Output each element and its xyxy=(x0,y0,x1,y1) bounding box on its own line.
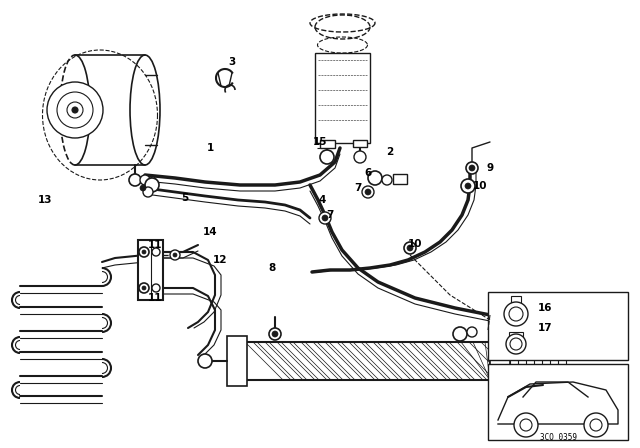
Text: 4: 4 xyxy=(318,195,326,205)
Bar xyxy=(393,174,407,184)
Text: 5: 5 xyxy=(181,193,189,203)
Bar xyxy=(353,140,367,147)
Circle shape xyxy=(170,250,180,260)
Text: 13: 13 xyxy=(38,195,52,205)
Text: 10: 10 xyxy=(473,181,487,191)
Circle shape xyxy=(139,283,149,293)
Bar xyxy=(320,140,335,148)
Text: 8: 8 xyxy=(268,263,276,273)
Circle shape xyxy=(510,338,522,350)
Circle shape xyxy=(152,248,160,256)
Circle shape xyxy=(173,253,177,257)
Circle shape xyxy=(584,413,608,437)
Circle shape xyxy=(140,185,146,191)
Circle shape xyxy=(362,186,374,198)
Circle shape xyxy=(152,284,160,292)
Circle shape xyxy=(453,327,467,341)
Circle shape xyxy=(145,178,159,192)
Circle shape xyxy=(320,150,334,164)
Circle shape xyxy=(139,247,149,257)
Text: 3CO 0359: 3CO 0359 xyxy=(540,432,577,441)
Circle shape xyxy=(368,171,382,185)
Text: 6: 6 xyxy=(364,168,372,178)
Circle shape xyxy=(150,177,156,183)
Circle shape xyxy=(198,354,212,368)
Circle shape xyxy=(354,151,366,163)
Text: 15: 15 xyxy=(313,137,327,147)
Circle shape xyxy=(72,107,78,113)
Circle shape xyxy=(514,413,538,437)
Circle shape xyxy=(590,419,602,431)
Bar xyxy=(511,296,521,304)
Text: 12: 12 xyxy=(212,255,227,265)
Text: 9: 9 xyxy=(486,163,493,173)
Circle shape xyxy=(466,162,478,174)
Circle shape xyxy=(469,165,475,171)
Circle shape xyxy=(57,92,93,128)
Circle shape xyxy=(47,82,103,138)
Bar xyxy=(227,336,247,386)
Text: 14: 14 xyxy=(203,227,218,237)
Text: 10: 10 xyxy=(408,239,422,249)
Bar xyxy=(315,53,370,143)
Circle shape xyxy=(465,183,471,189)
Circle shape xyxy=(407,245,413,251)
Text: 1: 1 xyxy=(206,143,214,153)
Circle shape xyxy=(382,175,392,185)
Text: 11: 11 xyxy=(148,240,163,250)
Circle shape xyxy=(142,250,146,254)
Circle shape xyxy=(269,328,281,340)
Circle shape xyxy=(129,174,141,186)
Bar xyxy=(138,240,163,300)
Circle shape xyxy=(404,242,416,254)
Text: 16: 16 xyxy=(538,303,552,313)
Text: 11: 11 xyxy=(148,293,163,303)
Circle shape xyxy=(467,327,477,337)
Bar xyxy=(509,332,523,338)
Circle shape xyxy=(461,179,475,193)
Bar xyxy=(245,342,490,380)
Circle shape xyxy=(142,286,146,290)
Circle shape xyxy=(509,307,523,321)
Bar xyxy=(490,336,510,386)
Bar xyxy=(488,364,628,440)
Bar xyxy=(488,292,628,360)
Circle shape xyxy=(322,215,328,221)
Circle shape xyxy=(140,175,150,185)
Circle shape xyxy=(365,189,371,195)
Circle shape xyxy=(520,419,532,431)
Circle shape xyxy=(143,187,153,197)
Text: 7: 7 xyxy=(355,183,362,193)
Circle shape xyxy=(272,331,278,337)
Circle shape xyxy=(506,334,526,354)
Circle shape xyxy=(319,212,331,224)
Text: 17: 17 xyxy=(538,323,552,333)
Text: 3: 3 xyxy=(228,57,236,67)
Text: 7: 7 xyxy=(326,210,333,220)
Text: 2: 2 xyxy=(387,147,394,157)
Circle shape xyxy=(504,302,528,326)
Circle shape xyxy=(67,102,83,118)
